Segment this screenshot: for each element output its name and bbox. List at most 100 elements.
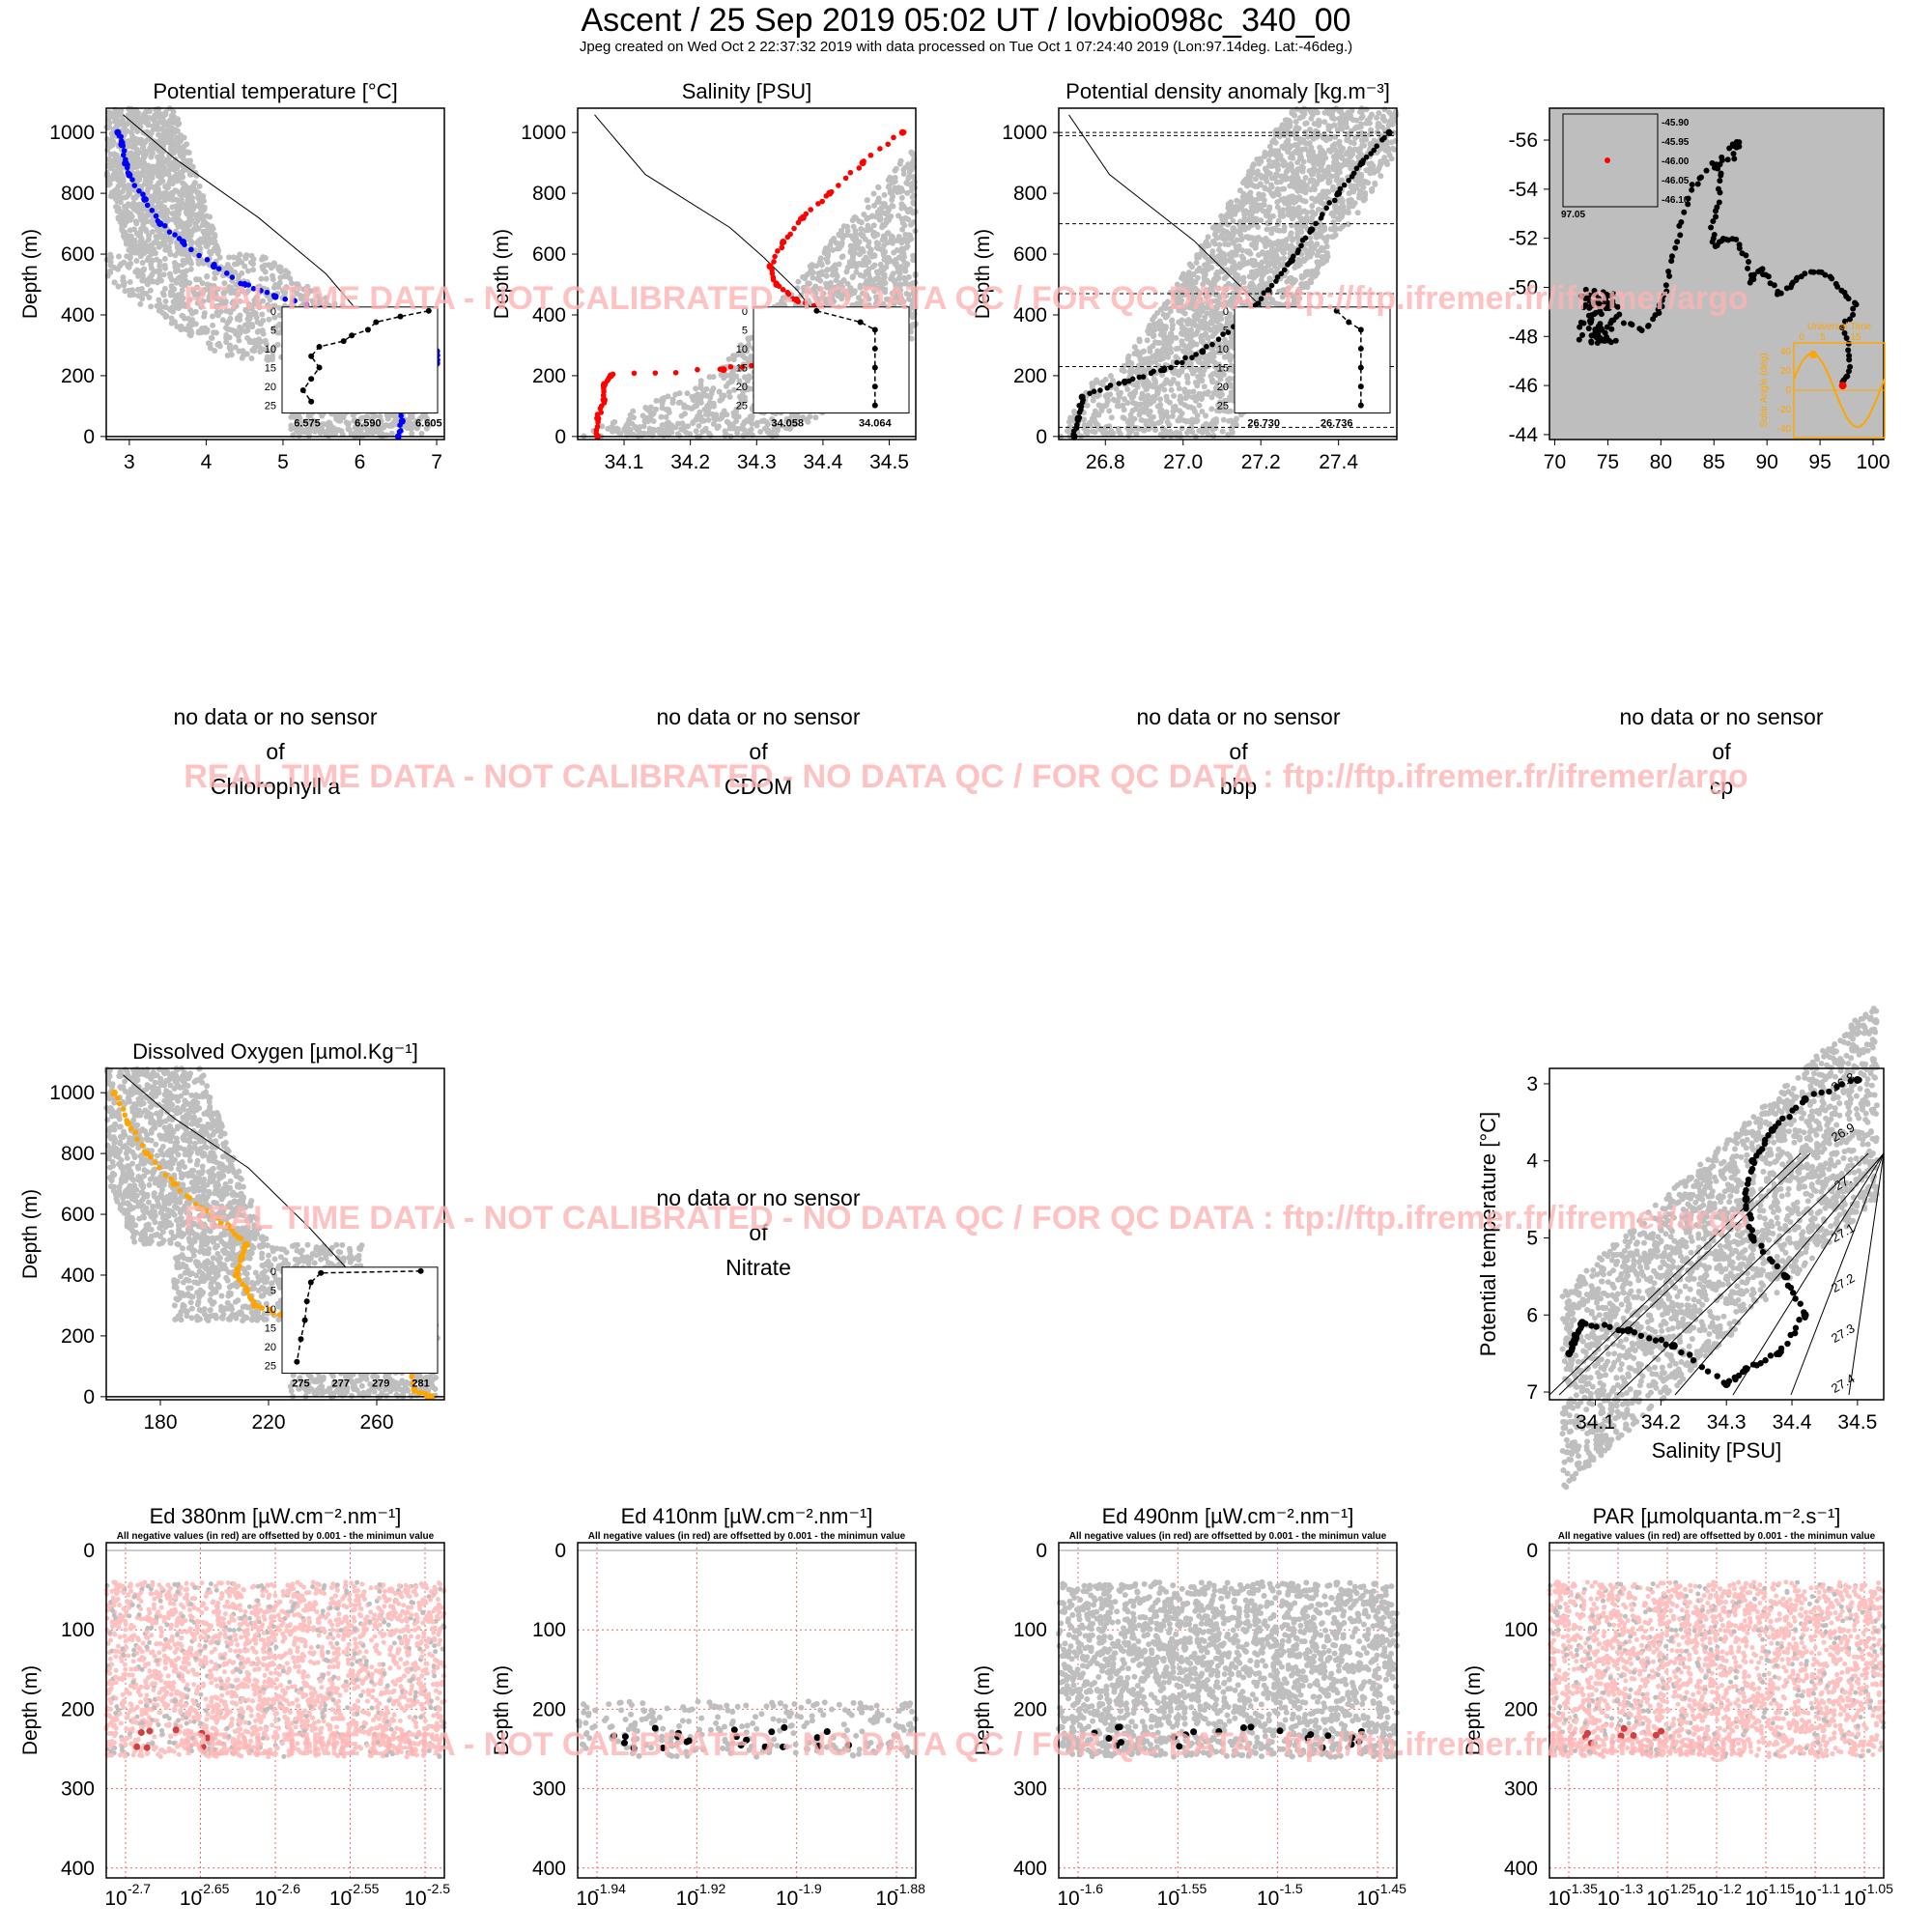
- sal-history-point: [823, 272, 830, 279]
- temp-history-point: [177, 205, 184, 212]
- sal-history-point: [706, 393, 713, 400]
- temp-history-point: [173, 171, 180, 178]
- temp-history-point: [124, 128, 130, 134]
- temp-history-point: [140, 167, 147, 174]
- temp-inset-point: [364, 327, 371, 333]
- sal-dot: [847, 169, 854, 176]
- sal-x-tick-label: 34.2: [670, 451, 710, 473]
- temp-dot: [166, 229, 173, 235]
- temp-history-point: [204, 273, 211, 280]
- sal-history-point: [719, 393, 725, 400]
- temp-history-point: [151, 240, 157, 246]
- sal-history-point: [910, 210, 917, 216]
- sal-x-tick-label: 34.1: [605, 451, 644, 473]
- sal-history-point: [910, 252, 917, 259]
- temp-history-point: [134, 169, 141, 176]
- sal-history-point: [908, 236, 915, 242]
- temp-history-point: [418, 430, 425, 437]
- temp-history-point: [174, 304, 181, 311]
- sal-history-point: [886, 183, 893, 189]
- sal-history-point: [625, 419, 632, 426]
- temp-history-point: [179, 262, 185, 269]
- temp-history-point: [249, 347, 256, 354]
- temp-history-point: [351, 430, 357, 437]
- sal-history-point: [900, 171, 907, 178]
- sal-history-point: [909, 150, 916, 156]
- sal-history-point: [681, 411, 688, 417]
- sal-history-point: [901, 236, 908, 242]
- temp-dot: [397, 428, 404, 434]
- temp-history-point: [226, 344, 233, 351]
- temp-history-point: [237, 324, 243, 330]
- sal-history-point: [735, 413, 742, 420]
- temp-history-point: [204, 327, 211, 333]
- sal-history-point: [834, 273, 840, 280]
- temp-history-point: [185, 192, 192, 199]
- temp-inset-xtick: 6.590: [355, 418, 382, 430]
- temp-history-point: [107, 251, 114, 258]
- sal-history-point: [725, 355, 732, 362]
- temp-history-point: [115, 215, 122, 222]
- sal-dot: [787, 231, 793, 238]
- temp-history-point: [168, 304, 175, 311]
- temp-history-point: [146, 294, 153, 300]
- temp-x-tick-label: 4: [201, 451, 213, 473]
- temp-inset-point: [373, 319, 380, 326]
- temp-history-point: [156, 180, 162, 186]
- temp-history-point: [221, 280, 228, 287]
- dens-history-point: [1378, 173, 1384, 180]
- temp-history-point: [106, 181, 113, 187]
- sal-dot: [861, 158, 867, 164]
- temp-inset-ytick: 20: [265, 382, 276, 393]
- sal-history-point: [881, 203, 888, 210]
- temp-history-point: [134, 204, 141, 211]
- sal-history-point: [905, 209, 912, 215]
- sal-y-tick-label: 200: [532, 365, 566, 387]
- sal-inset-point: [871, 384, 878, 390]
- sal-history-point: [749, 420, 755, 427]
- temp-history-point: [127, 227, 133, 234]
- sal-title: Salinity [PSU]: [682, 79, 812, 103]
- sal-history-point: [908, 166, 915, 173]
- temp-history-point: [149, 271, 156, 278]
- temp-history-point: [257, 321, 264, 327]
- temp-history-point: [199, 280, 206, 287]
- temp-history-point: [115, 283, 122, 290]
- sal-history-point: [823, 256, 830, 263]
- temp-history-point: [383, 422, 389, 429]
- sal-dot: [808, 207, 813, 213]
- temp-y-tick-label: 800: [61, 183, 95, 205]
- temp-history-point: [108, 192, 115, 199]
- sal-history-point: [725, 380, 732, 386]
- temp-dot: [125, 170, 131, 176]
- temp-history-point: [409, 430, 415, 437]
- temp-history-point: [234, 261, 241, 268]
- temp-history-point: [178, 323, 185, 329]
- sal-history-point: [869, 264, 876, 270]
- temp-history-point: [162, 170, 169, 177]
- temp-history-point: [144, 281, 151, 288]
- sal-dot: [867, 152, 874, 158]
- sal-history-point: [854, 240, 861, 246]
- sal-history-point: [640, 430, 647, 437]
- temp-history-point: [213, 329, 219, 336]
- sal-history-point: [717, 415, 724, 422]
- temp-history-point: [242, 263, 248, 270]
- temp-history-point: [224, 352, 231, 358]
- temp-history-point: [124, 185, 130, 191]
- temp-history-point: [123, 234, 129, 241]
- temp-history-point: [262, 254, 269, 261]
- sal-dot: [891, 134, 896, 141]
- sal-history-point: [726, 425, 733, 432]
- sal-inset-point: [871, 364, 878, 371]
- temp-dot: [400, 417, 406, 424]
- page-subtitle: Jpeg created on Wed Oct 2 22:37:32 2019 …: [0, 39, 1932, 55]
- sal-history-point: [823, 267, 830, 273]
- temp-history-point: [262, 337, 269, 344]
- sal-history-point: [840, 223, 847, 230]
- temp-history-point: [139, 150, 146, 156]
- sal-history-point: [836, 245, 842, 252]
- temp-history-point: [139, 259, 146, 266]
- temp-history-point: [192, 321, 199, 327]
- sal-history-point: [879, 237, 886, 243]
